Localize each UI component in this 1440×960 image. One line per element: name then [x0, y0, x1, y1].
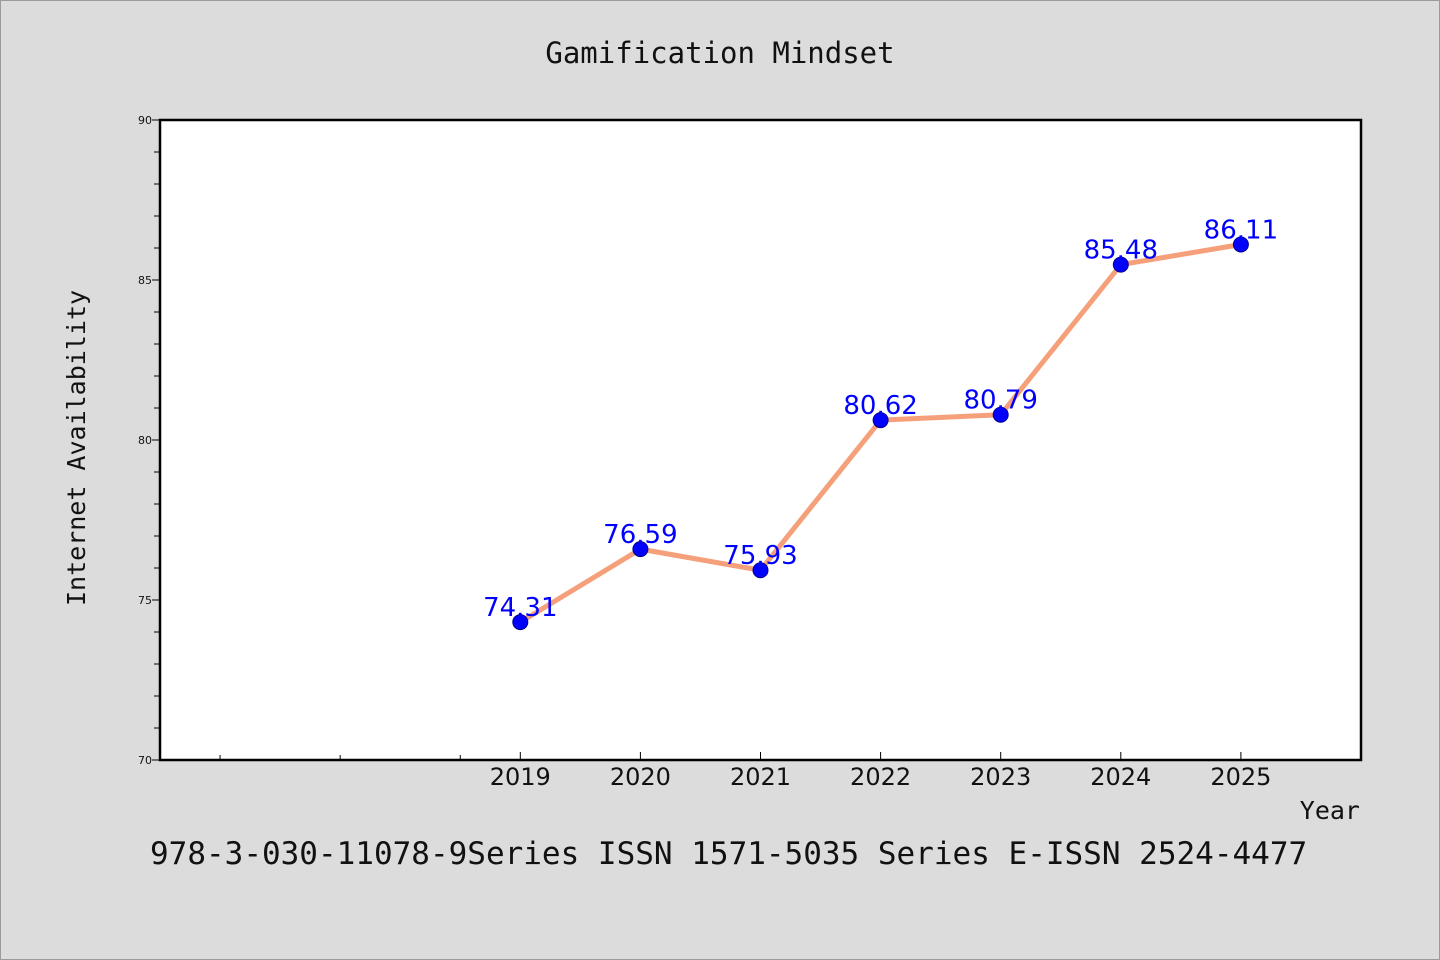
plot-frame [158, 118, 1363, 762]
data-point [632, 541, 649, 558]
y-tick-label: 75 [138, 594, 152, 607]
data-label: 75.93 [723, 541, 797, 571]
x-tick-label: 2023 [970, 763, 1031, 791]
data-point [752, 562, 769, 579]
y-tick-label: 70 [138, 754, 152, 767]
y-tick-label: 85 [138, 274, 152, 287]
x-tick-label: 2020 [610, 763, 671, 791]
y-tick-label: 90 [138, 114, 152, 127]
series-layer: 74.31 76.59 75.93 80.62 80.79 85.48 86.11 [483, 215, 1278, 631]
data-label: 74.31 [483, 593, 557, 623]
x-tick-label: 2024 [1090, 763, 1151, 791]
data-label: 86.11 [1204, 215, 1278, 245]
data-point [1112, 256, 1129, 273]
plot-area [160, 120, 1361, 760]
footer-isbn-text: 978-3-030-11078-9Series ISSN 1571-5035 S… [150, 836, 1307, 872]
y-tick-label: 80 [138, 434, 152, 447]
x-tick-label: 2021 [730, 763, 791, 791]
y-axis-label: Internet Availability [62, 290, 91, 606]
data-label: 80.79 [963, 386, 1037, 416]
data-point [512, 614, 529, 631]
data-point [1232, 236, 1249, 253]
chart-title: Gamification Mindset [545, 36, 894, 70]
data-point [872, 412, 889, 429]
x-tick-label: 2019 [490, 763, 551, 791]
data-point [992, 406, 1009, 423]
data-label: 85.48 [1084, 236, 1158, 266]
y-axis: 70 75 80 85 90 [138, 114, 160, 767]
x-axis-label: Year [1300, 796, 1360, 825]
data-label: 80.62 [843, 391, 917, 421]
data-label: 76.59 [603, 520, 677, 550]
x-tick-label: 2022 [850, 763, 911, 791]
x-tick-label: 2025 [1210, 763, 1271, 791]
x-axis: 2019 2020 2021 2022 2023 2024 2025 [219, 752, 1271, 791]
